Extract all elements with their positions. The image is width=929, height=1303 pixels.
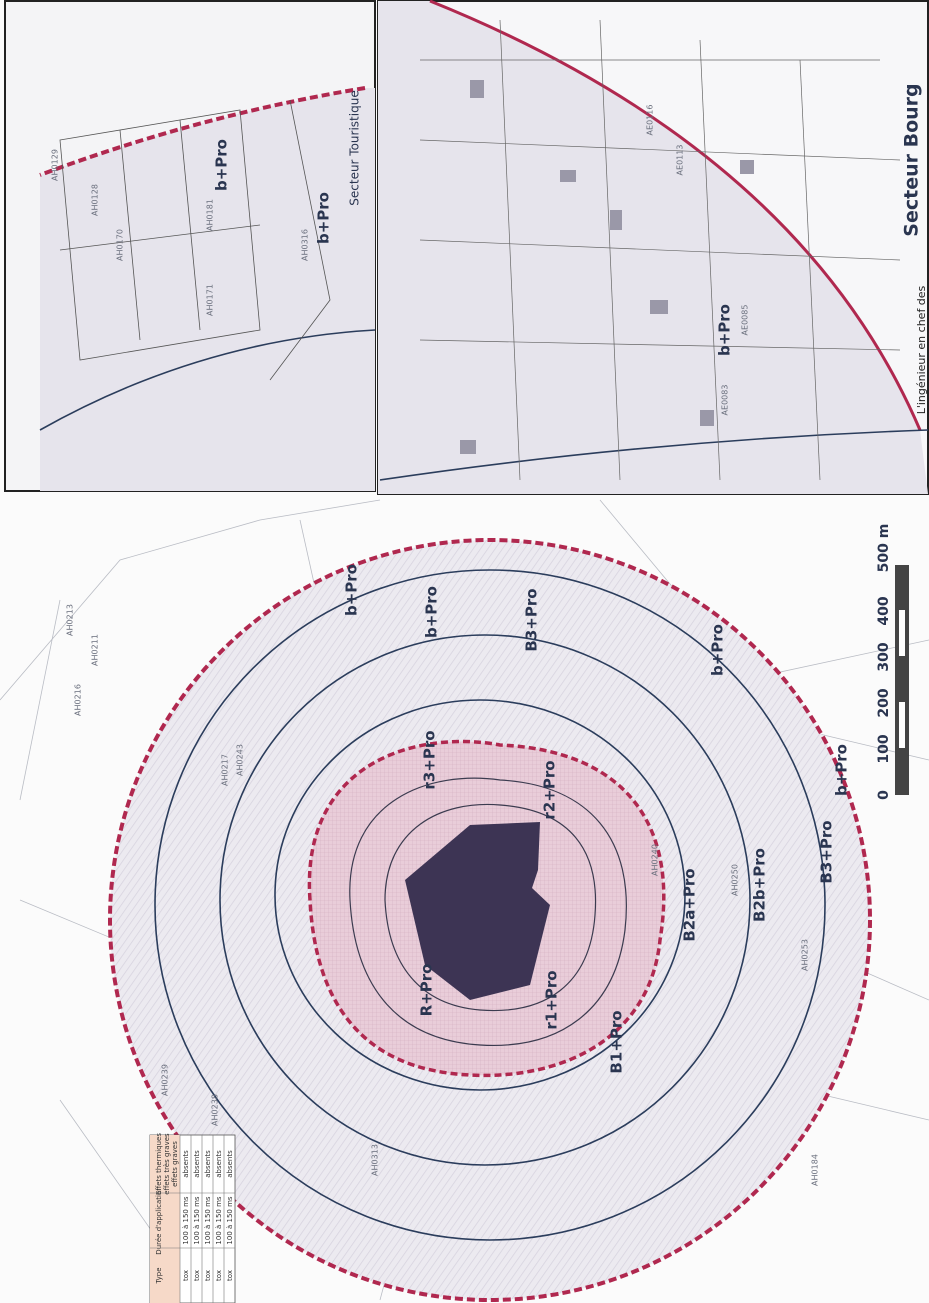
zone-boundary (379, 429, 929, 481)
inset-label: Secteur Touristique (348, 90, 362, 205)
map-title: Secteur Bourg (901, 83, 923, 236)
table-cell: absents (204, 1150, 212, 1178)
table-cell: tox (204, 1270, 212, 1281)
scale-tick-label: 0 (876, 790, 892, 800)
parcel-label: AH0170 (116, 229, 125, 261)
table-cell: tox (226, 1270, 234, 1281)
parcel-label: AH0213 (66, 604, 75, 636)
zone-boundary (39, 329, 376, 431)
zone-boundary (429, 0, 922, 431)
table-cell: tox (215, 1270, 223, 1281)
zone-label: b+Pro (315, 192, 333, 244)
table-header: Durée d'application (155, 1186, 163, 1254)
zone-label: r3+Pro (421, 730, 439, 789)
parcel-label: AE0116 (646, 105, 655, 136)
zone-label: R+Pro (418, 964, 436, 1017)
scale-tick-label: 100 (876, 734, 892, 763)
zone-boundary (219, 634, 751, 1166)
scale-bar-segment (899, 702, 905, 748)
table-cell: 100 à 150 ms (215, 1196, 223, 1245)
zone-boundary (274, 699, 686, 1091)
zone-label: r1+Pro (543, 970, 561, 1029)
zone-label: B3+Pro (818, 820, 836, 883)
scale-bar-frame (895, 565, 909, 795)
zone-boundary (39, 86, 366, 177)
parcel-label: AH0129 (51, 149, 60, 181)
zone-label: b+Pro (833, 744, 851, 796)
scale-bar (895, 565, 909, 795)
parcel-label: AE0113 (676, 145, 685, 176)
signature: L'ingénieur en chef des (915, 285, 928, 414)
parcel-label: AH0216 (74, 684, 83, 716)
parcel-label: AH0238 (211, 1094, 220, 1126)
table-header: Type (155, 1267, 163, 1284)
zone-label: B3+Pro (523, 588, 541, 651)
parcel-label: AH0171 (206, 284, 215, 316)
parcel-label: AH0253 (801, 939, 810, 971)
parcel-label: AH0240 (651, 844, 660, 876)
zone-label: B1+Pro (608, 1010, 626, 1073)
zone-boundary (154, 569, 826, 1241)
table-cell: 100 à 150 ms (182, 1196, 190, 1245)
table-cell: absents (182, 1150, 190, 1178)
parcel-label: AH0181 (206, 199, 215, 231)
table-cell: 100 à 150 ms (193, 1196, 201, 1245)
parcel-label: AH0250 (731, 864, 740, 896)
zone-label: r2+Pro (541, 760, 559, 819)
table-subheader: effets graves (171, 1141, 179, 1187)
parcel-label: AH0211 (91, 634, 100, 666)
table-cell: absents (215, 1150, 223, 1178)
table-header: Effets thermiques (155, 1133, 163, 1195)
zone-label: b+Pro (213, 139, 231, 191)
table-cell: 100 à 150 ms (204, 1196, 212, 1245)
parcel-lines (419, 19, 901, 481)
zone-boundary (349, 777, 627, 1047)
zone-label: b+Pro (343, 564, 361, 616)
scale-bar-segment (899, 610, 905, 656)
inset-left (4, 0, 376, 492)
source-area (405, 822, 550, 1000)
scale-tick-label: 400 (876, 596, 892, 625)
parcel-label: AH0243 (236, 744, 245, 776)
parcel-label: AE0083 (721, 385, 730, 416)
buildings (460, 80, 754, 454)
zone-label: B2a+Pro (681, 868, 699, 941)
parcel-label: AH0184 (811, 1154, 820, 1186)
zone-label: b+Pro (716, 304, 734, 356)
parcel-label: AH0239 (161, 1064, 170, 1096)
table-cell: tox (193, 1270, 201, 1281)
table-header-bg (150, 1135, 180, 1303)
table-cell: 100 à 150 ms (226, 1196, 234, 1245)
zone-boundary (384, 803, 597, 1012)
table-cell: absents (193, 1150, 201, 1178)
scale-tick-label: 300 (876, 642, 892, 671)
parcel-label: AH0217 (221, 754, 230, 786)
table-subheader: effets très graves (163, 1133, 171, 1195)
parcel-label: AH0128 (91, 184, 100, 216)
table-cell: absents (226, 1150, 234, 1178)
parcel-lines (59, 99, 331, 381)
labels: R+Pro r1+Pro r2+Pro r3+Pro B1+Pro B2a+Pro B2b+… (51, 83, 929, 1186)
zone-label: b+Pro (709, 624, 727, 676)
zone-label: B2b+Pro (751, 848, 769, 922)
parcel-label: AH0313 (371, 1144, 380, 1176)
scale-tick-label: 200 (876, 688, 892, 717)
table-cell: tox (182, 1270, 190, 1281)
parcel-label: AE0085 (741, 305, 750, 336)
inset-zone (40, 88, 375, 491)
zone-label: b+Pro (423, 586, 441, 638)
inset-right (377, 0, 929, 495)
parcel-label: AH0316 (301, 229, 310, 261)
scale-end-label: 500 m (876, 524, 892, 573)
